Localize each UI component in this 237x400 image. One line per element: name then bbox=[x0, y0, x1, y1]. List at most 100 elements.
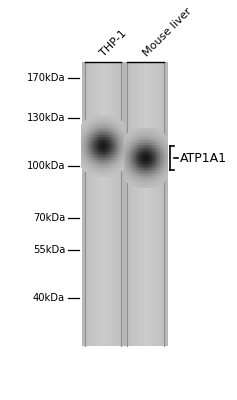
Bar bbox=[120, 146, 121, 148]
Bar bbox=[95, 137, 96, 138]
Bar bbox=[89, 138, 90, 140]
Bar bbox=[101, 150, 102, 151]
Bar bbox=[160, 142, 161, 143]
Bar bbox=[149, 155, 150, 156]
Bar bbox=[107, 172, 108, 174]
Bar bbox=[87, 154, 88, 155]
Bar bbox=[99, 118, 100, 120]
Bar bbox=[119, 135, 120, 137]
Bar bbox=[82, 152, 83, 154]
Bar bbox=[130, 180, 131, 182]
Bar bbox=[96, 169, 97, 170]
Bar bbox=[86, 154, 87, 155]
Bar bbox=[156, 179, 157, 180]
Bar bbox=[119, 167, 120, 168]
Bar bbox=[98, 149, 99, 150]
Bar bbox=[82, 160, 83, 161]
Bar bbox=[119, 157, 120, 158]
Bar bbox=[152, 179, 153, 180]
Bar bbox=[109, 169, 110, 170]
Bar bbox=[160, 62, 161, 346]
Bar bbox=[100, 145, 101, 146]
Bar bbox=[94, 123, 95, 124]
Bar bbox=[124, 166, 125, 168]
Bar bbox=[137, 143, 138, 145]
Bar bbox=[103, 123, 104, 124]
Bar bbox=[121, 157, 122, 158]
Bar bbox=[94, 155, 95, 157]
Bar bbox=[88, 156, 89, 157]
Bar bbox=[87, 163, 88, 164]
Bar bbox=[151, 133, 152, 134]
Bar bbox=[108, 168, 109, 169]
Bar bbox=[141, 155, 142, 156]
Bar bbox=[143, 62, 144, 346]
Bar bbox=[127, 143, 128, 145]
Bar bbox=[158, 139, 159, 140]
Bar bbox=[95, 164, 96, 166]
Bar bbox=[135, 158, 136, 160]
Bar bbox=[154, 173, 155, 174]
Bar bbox=[87, 143, 88, 144]
Bar bbox=[152, 155, 153, 156]
Bar bbox=[92, 128, 93, 129]
Bar bbox=[82, 148, 83, 149]
Bar bbox=[104, 154, 105, 155]
Bar bbox=[156, 156, 157, 158]
Bar bbox=[95, 171, 96, 172]
Bar bbox=[159, 140, 160, 142]
Bar bbox=[108, 172, 109, 173]
Bar bbox=[120, 140, 121, 141]
Bar bbox=[113, 157, 114, 158]
Bar bbox=[131, 177, 132, 179]
Bar bbox=[133, 62, 134, 346]
Bar bbox=[109, 151, 110, 152]
Bar bbox=[118, 167, 119, 168]
Bar bbox=[98, 172, 99, 174]
Bar bbox=[109, 154, 110, 155]
Bar bbox=[109, 149, 110, 151]
Bar bbox=[98, 172, 99, 173]
Bar bbox=[96, 151, 97, 152]
Bar bbox=[104, 141, 105, 143]
Bar bbox=[89, 161, 90, 163]
Bar bbox=[99, 163, 100, 164]
Bar bbox=[109, 146, 110, 148]
Bar bbox=[90, 131, 91, 132]
Bar bbox=[104, 126, 105, 128]
Bar bbox=[109, 160, 110, 161]
Bar bbox=[158, 180, 159, 182]
Bar bbox=[143, 134, 144, 136]
Bar bbox=[138, 142, 139, 143]
Bar bbox=[104, 140, 105, 141]
Bar bbox=[99, 148, 100, 149]
Bar bbox=[102, 134, 103, 135]
Bar bbox=[114, 151, 115, 152]
Bar bbox=[95, 157, 96, 158]
Bar bbox=[92, 154, 93, 155]
Bar bbox=[151, 170, 152, 171]
Bar bbox=[139, 158, 140, 160]
Bar bbox=[151, 167, 152, 168]
Bar bbox=[162, 140, 163, 142]
Bar bbox=[157, 174, 158, 176]
Bar bbox=[89, 137, 90, 138]
Bar bbox=[163, 180, 164, 182]
Bar bbox=[112, 163, 113, 164]
Bar bbox=[164, 180, 165, 182]
Bar bbox=[134, 164, 135, 165]
Bar bbox=[97, 153, 98, 154]
Bar bbox=[142, 158, 143, 160]
Bar bbox=[162, 164, 163, 165]
Bar bbox=[145, 142, 146, 143]
Bar bbox=[135, 145, 136, 146]
Bar bbox=[97, 156, 98, 157]
Bar bbox=[135, 177, 136, 179]
Bar bbox=[150, 145, 151, 146]
Bar bbox=[103, 151, 104, 152]
Bar bbox=[125, 149, 126, 151]
Bar bbox=[167, 151, 168, 152]
Bar bbox=[153, 152, 154, 154]
Bar bbox=[150, 136, 151, 137]
Bar bbox=[86, 123, 87, 124]
